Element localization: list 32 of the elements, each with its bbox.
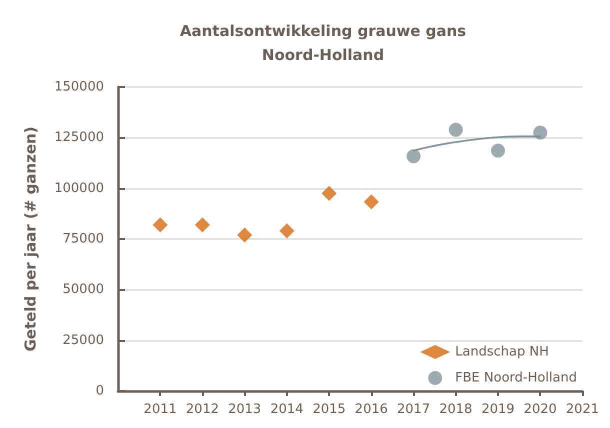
x-tick-label: 2013 (228, 402, 262, 417)
y-tick-label: 75000 (62, 232, 104, 246)
point (152, 217, 168, 232)
x-tick-label: 2020 (524, 402, 557, 417)
point (194, 217, 210, 232)
point (237, 227, 252, 242)
y-axis-title: Geteld per jaar (# ganzen) (22, 126, 40, 352)
chart-title: Aantalsontwikkeling grauwe gans Noord-Holland (180, 22, 466, 64)
point (322, 186, 337, 201)
x-tick-label: 2011 (144, 402, 177, 417)
y-tick-label: 100000 (54, 180, 104, 196)
x-tick-label: 2014 (270, 402, 304, 417)
y-tick-label: 150000 (54, 80, 104, 94)
point (279, 223, 294, 238)
x-tick-label: 2018 (439, 402, 472, 417)
point (448, 122, 463, 137)
point (491, 144, 506, 158)
y-tick-label: 125000 (54, 130, 104, 146)
x-tick-label: 2015 (312, 402, 346, 417)
point (364, 194, 379, 210)
point (406, 149, 421, 164)
x-tick-label: 2021 (566, 402, 600, 417)
x-tick-label: 2016 (354, 402, 388, 417)
y-tick-label: 0 (96, 384, 104, 398)
y-tick-label: 50000 (62, 282, 104, 298)
point (533, 126, 548, 140)
x-tick-label: 2019 (481, 402, 515, 417)
legend-label: Landschap NH (455, 344, 549, 360)
legend-label: FBE Noord-Holland (455, 370, 577, 386)
y-tick-label: 25000 (62, 332, 104, 348)
x-tick-label: 2012 (186, 402, 219, 417)
x-tick-label: 2017 (397, 402, 430, 417)
